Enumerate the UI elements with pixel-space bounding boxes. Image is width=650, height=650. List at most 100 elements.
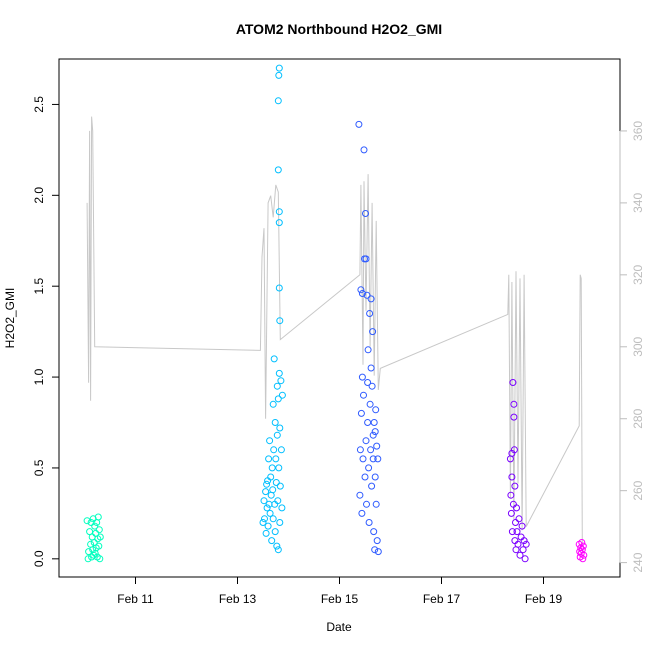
y-axis: 0.0 0.5 1.0 1.5 2.0 2.5 xyxy=(32,96,60,567)
data-point xyxy=(364,419,372,426)
data-point xyxy=(366,310,374,317)
data-point xyxy=(274,395,282,403)
data-point xyxy=(510,413,518,421)
data-point xyxy=(274,546,282,554)
data-point xyxy=(273,382,281,390)
y2-tick-label: 240 xyxy=(631,552,645,572)
data-point xyxy=(273,431,281,439)
y-tick-label: 1.5 xyxy=(32,278,46,295)
x-tick-label: Feb 13 xyxy=(219,592,257,606)
data-point xyxy=(260,497,268,505)
secondary-series-line xyxy=(86,116,583,545)
data-point xyxy=(371,428,379,436)
y2-tick-label: 260 xyxy=(631,480,645,500)
data-point xyxy=(361,473,369,481)
data-point xyxy=(507,491,515,499)
data-point xyxy=(368,482,376,490)
data-point xyxy=(508,473,516,481)
data-point xyxy=(356,491,364,499)
y2-tick-label: 320 xyxy=(631,265,645,285)
data-point xyxy=(264,522,272,530)
x-axis-label: Date xyxy=(326,620,352,634)
data-point xyxy=(363,500,370,508)
data-point xyxy=(578,539,586,546)
data-point xyxy=(513,528,521,536)
y2-tick-label: 340 xyxy=(631,193,645,213)
data-point xyxy=(519,546,527,554)
data-point xyxy=(262,488,270,496)
data-point xyxy=(516,551,524,559)
y-tick-label: 0.5 xyxy=(32,459,46,476)
data-point xyxy=(580,551,588,559)
data-point xyxy=(579,555,587,563)
data-point xyxy=(269,486,277,494)
data-point xyxy=(275,64,283,72)
data-point xyxy=(362,255,370,263)
data-point xyxy=(371,473,379,481)
data-point xyxy=(364,346,372,354)
data-point xyxy=(277,377,285,385)
y-tick-label: 2.0 xyxy=(32,187,46,204)
points-layer xyxy=(83,64,588,563)
data-point xyxy=(262,529,270,537)
y2-axis: 240 260 280 300 320 340 360 xyxy=(619,121,645,573)
data-point xyxy=(510,400,518,408)
data-point xyxy=(367,295,375,303)
data-point xyxy=(367,446,375,454)
data-point xyxy=(366,400,374,408)
y2-tick-label: 360 xyxy=(631,121,645,141)
data-point xyxy=(263,480,271,488)
data-point xyxy=(95,542,103,550)
data-point xyxy=(508,449,516,457)
data-point xyxy=(269,400,277,408)
data-point xyxy=(96,555,104,563)
data-point xyxy=(357,286,365,294)
data-point xyxy=(513,504,520,512)
data-point xyxy=(94,513,102,521)
data-point xyxy=(515,515,523,523)
y-tick-label: 0.0 xyxy=(32,550,46,567)
data-point xyxy=(358,290,366,297)
x-tick-label: Feb 11 xyxy=(117,592,154,606)
data-point xyxy=(511,482,519,490)
data-point xyxy=(508,528,516,536)
data-point xyxy=(367,364,375,372)
data-point xyxy=(272,455,280,463)
data-point xyxy=(507,509,515,517)
data-point xyxy=(521,555,529,563)
data-point xyxy=(370,419,378,426)
x-tick-label: Feb 17 xyxy=(423,592,461,606)
data-point xyxy=(267,473,275,481)
y-tick-label: 2.5 xyxy=(32,96,46,113)
data-point xyxy=(355,120,363,128)
data-point xyxy=(358,373,366,381)
data-point xyxy=(266,437,274,445)
data-point xyxy=(371,546,379,554)
data-point xyxy=(91,522,99,530)
data-point xyxy=(275,369,283,377)
data-point xyxy=(276,317,284,325)
data-point xyxy=(86,528,94,536)
y2-tick-label: 300 xyxy=(631,336,645,356)
data-point xyxy=(360,146,368,154)
plot-frame xyxy=(58,58,621,578)
data-point xyxy=(273,542,281,550)
data-point xyxy=(358,509,366,517)
data-point xyxy=(83,517,91,525)
data-point xyxy=(359,455,367,463)
data-point xyxy=(271,419,279,426)
data-point xyxy=(90,551,98,559)
data-point xyxy=(364,379,372,386)
data-point xyxy=(95,526,103,534)
data-point xyxy=(369,328,377,336)
data-point xyxy=(522,540,530,548)
data-point xyxy=(268,464,276,472)
x-axis: Feb 11 Feb 13 Feb 15 Feb 17 Feb 19 xyxy=(117,576,563,606)
y2-tick-label: 280 xyxy=(631,408,645,428)
data-point xyxy=(512,519,519,526)
data-point xyxy=(265,455,273,463)
data-point xyxy=(363,291,371,299)
data-point xyxy=(274,97,282,105)
data-point xyxy=(266,509,274,517)
